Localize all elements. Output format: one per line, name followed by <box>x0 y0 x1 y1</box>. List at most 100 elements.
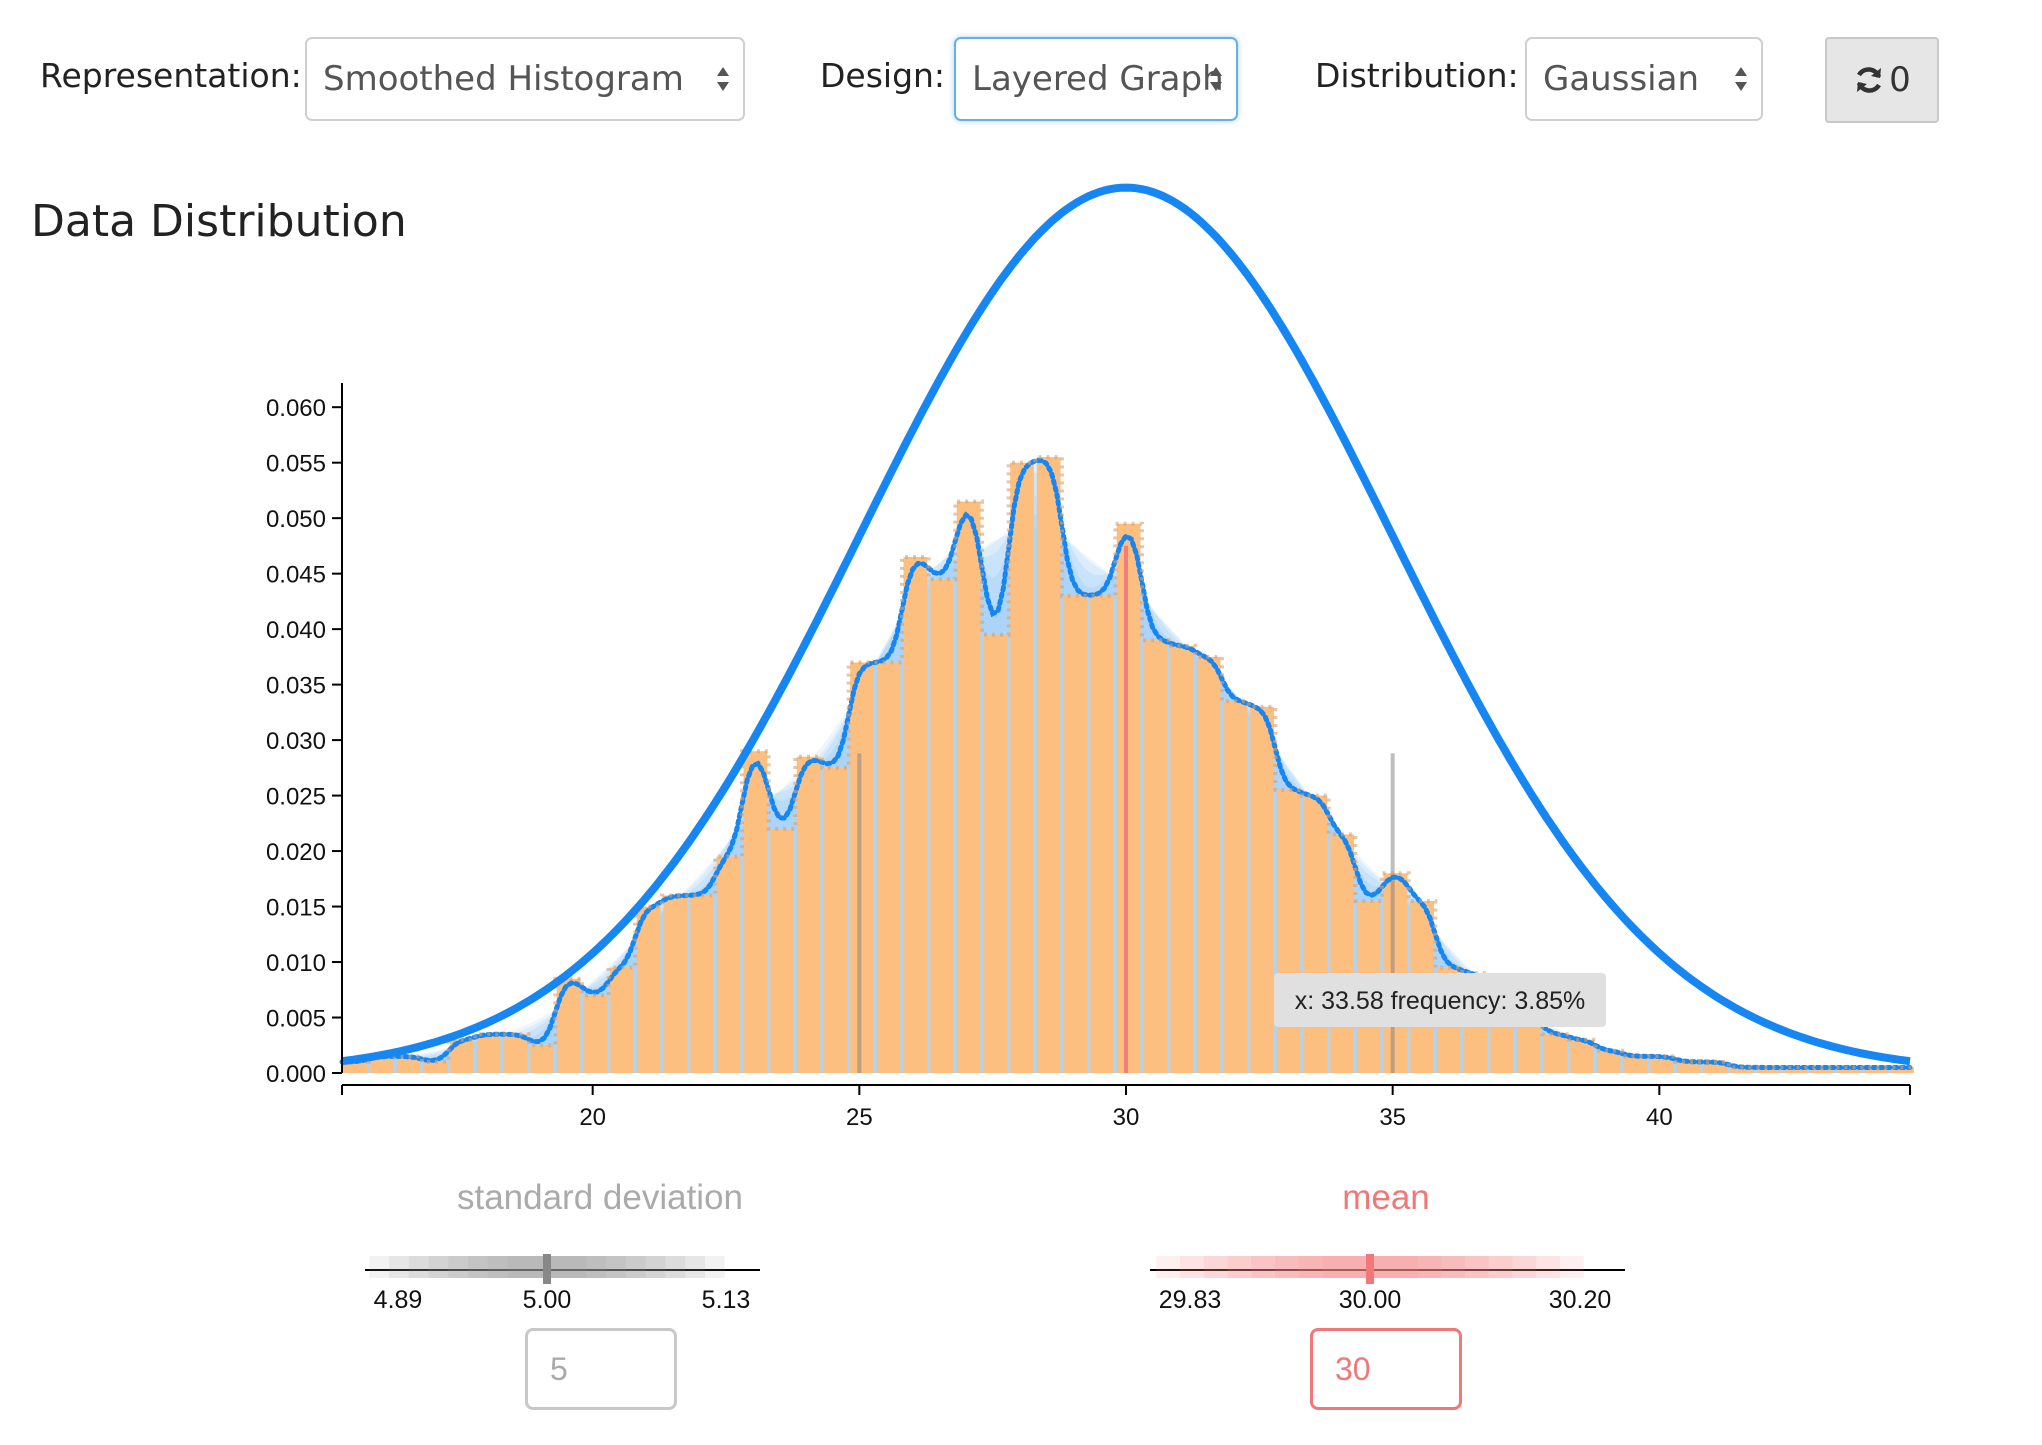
std-input[interactable]: 5 <box>525 1328 677 1410</box>
y-tick-label: 0.035 <box>266 673 326 700</box>
reset-count: 0 <box>1889 60 1911 100</box>
histogram-bar <box>1730 1067 1754 1073</box>
histogram-bar <box>1703 1061 1728 1073</box>
select-arrows-icon <box>1735 67 1747 91</box>
hover-tooltip: x: 33.58 frequency: 3.85% <box>1274 973 1606 1027</box>
distribution-label: Distribution: <box>1315 56 1519 95</box>
y-tick-label: 0.030 <box>266 728 326 755</box>
refresh-icon <box>1857 67 1882 93</box>
histogram-bar <box>1783 1067 1808 1073</box>
y-tick-label: 0.010 <box>266 950 326 977</box>
representation-select-value: Smoothed Histogram <box>323 59 684 99</box>
histogram-bar <box>610 967 634 1073</box>
y-tick-label: 0.025 <box>266 784 326 811</box>
std-tick-label: 5.00 <box>522 1286 572 1314</box>
design-select-value: Layered Graph <box>972 59 1224 99</box>
histogram-bar <box>1650 1056 1674 1073</box>
distribution-select[interactable]: Gaussian <box>1525 37 1763 121</box>
histogram-bar <box>636 906 661 1073</box>
histogram-bar <box>1890 1067 1914 1073</box>
histogram-bar <box>983 634 1008 1073</box>
histogram-bar <box>1276 790 1301 1073</box>
reset-button[interactable]: 0 <box>1825 37 1939 123</box>
histogram-bar <box>1303 795 1328 1073</box>
histogram-bar <box>823 767 848 1073</box>
histogram-bar <box>503 1034 528 1073</box>
histogram-bar <box>956 501 981 1073</box>
design-label: Design: <box>820 56 946 95</box>
histogram-bar <box>1756 1067 1781 1073</box>
histogram-bar <box>1010 462 1034 1073</box>
histogram-bar <box>1516 1017 1541 1073</box>
std-tick-label: 5.13 <box>701 1286 751 1314</box>
x-tick-label: 35 <box>1379 1104 1406 1131</box>
bar-top-outline <box>342 455 1916 1070</box>
y-tick-label: 0.045 <box>266 562 326 589</box>
interval-bars <box>365 1254 1625 1284</box>
y-tick-label: 0.020 <box>266 839 326 866</box>
design-select[interactable]: Layered Graph <box>954 37 1238 121</box>
histogram-bar <box>343 1061 368 1073</box>
histogram-bar <box>1223 701 1248 1073</box>
histogram-bar <box>476 1034 501 1073</box>
histogram-bar <box>930 579 954 1073</box>
histogram-bar <box>1623 1056 1648 1073</box>
mean-tick-label: 30.20 <box>1548 1286 1612 1314</box>
x-tick-label: 20 <box>579 1104 606 1131</box>
chart-axes: 0.000 0.005 0.010 0.015 0.020 0.025 0.030 0.035… <box>266 383 1911 1131</box>
histogram-bar <box>1810 1067 1834 1073</box>
smoothed-density-curve <box>341 183 1911 1066</box>
histogram-bar <box>1596 1050 1621 1073</box>
tooltip-text: x: 33.58 frequency: 3.85% <box>1295 987 1585 1015</box>
x-tick-label: 40 <box>1646 1104 1673 1131</box>
histogram-bar <box>396 1056 421 1073</box>
mean-tick-label: 29.83 <box>1158 1286 1222 1314</box>
histogram-bar <box>1170 645 1194 1073</box>
select-arrows-icon <box>1210 67 1222 91</box>
y-tick-label: 0.050 <box>266 506 326 533</box>
mean-panel-title: mean <box>1342 1178 1430 1217</box>
histogram-bar <box>1116 523 1141 1073</box>
y-tick-label: 0.040 <box>266 617 326 644</box>
histogram-bar <box>876 662 901 1073</box>
histogram-bar <box>690 895 714 1073</box>
histogram-bar <box>370 1056 394 1073</box>
histogram-bar <box>423 1061 448 1073</box>
distribution-select-value: Gaussian <box>1543 59 1699 99</box>
x-tick-label: 30 <box>1113 1104 1140 1131</box>
representation-label: Representation: <box>40 56 302 95</box>
histogram-bar <box>770 828 794 1073</box>
y-tick-label: 0.000 <box>266 1061 326 1088</box>
y-tick-label: 0.055 <box>266 451 326 478</box>
histogram-bar <box>556 978 581 1073</box>
histogram-bar <box>1570 1039 1594 1073</box>
mean-input[interactable]: 30 <box>1310 1328 1462 1410</box>
mean-tick-label: 30.00 <box>1338 1286 1402 1314</box>
std-tick-label: 4.89 <box>373 1286 423 1314</box>
histogram-bar <box>796 756 821 1073</box>
histogram-bar <box>1196 656 1221 1073</box>
y-tick-label: 0.005 <box>266 1006 326 1033</box>
histogram-bar <box>663 895 688 1073</box>
page-title: Data Distribution <box>31 196 407 247</box>
y-tick-label: 0.060 <box>266 395 326 422</box>
histogram-bar <box>1143 640 1168 1073</box>
histogram-bar <box>1543 1034 1568 1073</box>
histogram-bar <box>450 1039 474 1073</box>
histogram-bar <box>1036 457 1061 1074</box>
histogram-bar <box>1676 1061 1701 1073</box>
histogram-bar <box>1250 706 1274 1073</box>
histogram-bar <box>716 856 741 1073</box>
select-arrows-icon <box>717 67 729 91</box>
histogram-bar <box>530 1045 554 1073</box>
x-tick-label: 25 <box>846 1104 873 1131</box>
y-tick-label: 0.015 <box>266 895 326 922</box>
histogram-bar <box>1330 834 1354 1073</box>
histogram-bar <box>903 557 928 1073</box>
histogram-bar <box>850 662 874 1073</box>
std-panel-title: standard deviation <box>456 1178 744 1217</box>
histogram-bar <box>1863 1067 1888 1073</box>
histogram-bar <box>583 995 608 1073</box>
representation-select[interactable]: Smoothed Histogram <box>305 37 745 121</box>
